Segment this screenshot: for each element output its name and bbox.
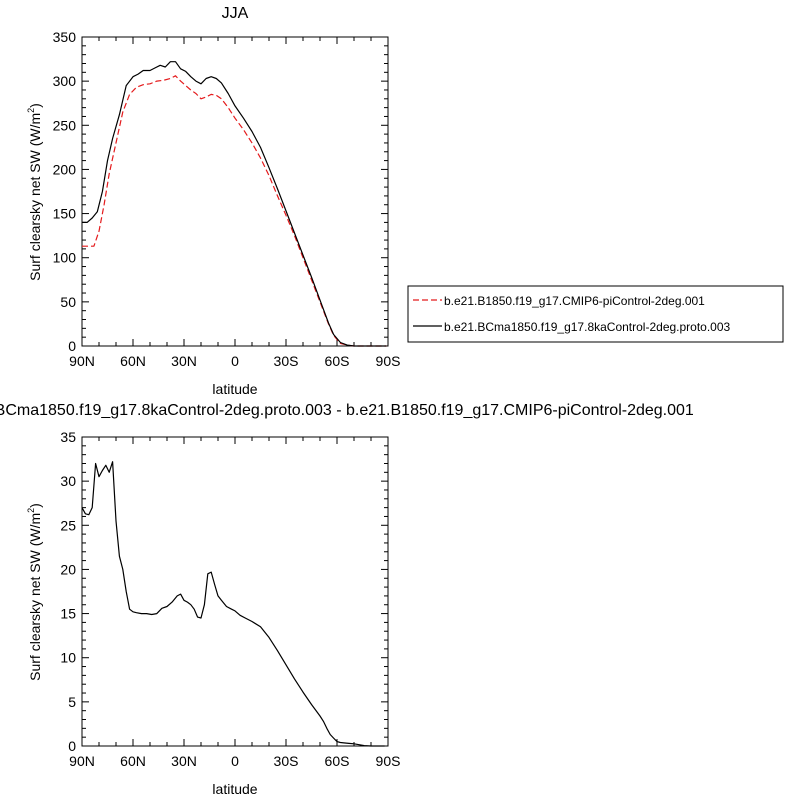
top-panel: JJA 0 50 100 150 200 250 300 350 90N 60N 30N 0 30S 60…: [26, 5, 400, 397]
bottom-y-axis-title-main: Surf clearsky net SW (W/m: [27, 513, 43, 681]
top-y-tick-label: 100: [53, 250, 77, 266]
legend-box: [407, 285, 784, 343]
bottom-plot-area: 0 5 10 15 20 25 30 35 90N 60N 30N 0 30S 60S 90S: [60, 429, 400, 769]
top-chart-title: JJA: [222, 5, 249, 22]
top-series-line-0: [82, 75, 387, 347]
bottom-chart-title: b.e21.BCma1850.f19_g17.8kaControl-2deg.p…: [0, 402, 694, 419]
bottom-y-tick-label: 20: [60, 561, 76, 577]
bottom-x-tick-label: 0: [231, 753, 239, 769]
top-plot-area: 0 50 100 150 200 250 300 350 90N 60N 30N 0 30S 60S 90S: [53, 29, 401, 369]
bottom-y-axis-title: Surf clearsky net SW (W/m2): [26, 503, 43, 681]
top-x-tick-label: 90N: [69, 353, 95, 369]
bottom-x-tick-label: 30N: [171, 753, 197, 769]
top-x-tick-label: 90S: [376, 353, 401, 369]
bottom-y-tick-label: 35: [60, 429, 76, 445]
bottom-plot-frame: [81, 436, 389, 747]
top-x-tick-label: 60S: [325, 353, 350, 369]
top-x-axis-title: latitude: [212, 381, 257, 397]
bottom-y-tick-label: 30: [60, 473, 76, 489]
bottom-y-tick-label: 5: [68, 694, 76, 710]
legend-label-8kaControl: b.e21.BCma1850.f19_g17.8kaControl-2deg.p…: [444, 320, 731, 334]
bottom-x-tick-label: 90S: [376, 753, 401, 769]
top-y-axis-title: Surf clearsky net SW (W/m2): [26, 103, 43, 281]
top-y-axis-title-main: Surf clearsky net SW (W/m: [27, 113, 43, 281]
top-x-tick-label: 30N: [171, 353, 197, 369]
bottom-y-tick-label: 10: [60, 650, 76, 666]
bottom-y-tick-label: 25: [60, 517, 76, 533]
top-y-axis-title-sup: 2: [26, 108, 36, 113]
bottom-y-tick-label: 0: [68, 738, 76, 754]
top-y-tick-label: 50: [60, 294, 76, 310]
legend: b.e21.B1850.f19_g17.CMIP6-piControl-2deg…: [407, 285, 784, 343]
bottom-x-tick-label: 60N: [120, 753, 146, 769]
bottom-y-axis-title-end: ): [27, 503, 43, 508]
top-y-tick-label: 0: [68, 338, 76, 354]
bottom-panel: b.e21.BCma1850.f19_g17.8kaControl-2deg.p…: [0, 402, 694, 797]
top-y-tick-label: 300: [53, 73, 77, 89]
top-y-tick-label: 350: [53, 29, 77, 45]
top-x-tick-label: 60N: [120, 353, 146, 369]
top-x-tick-label: 0: [231, 353, 239, 369]
bottom-y-axis-title-sup: 2: [26, 508, 36, 513]
bottom-y-tick-label: 15: [60, 606, 76, 622]
top-x-tick-label: 30S: [274, 353, 299, 369]
legend-label-piControl: b.e21.B1850.f19_g17.CMIP6-piControl-2deg…: [444, 294, 705, 308]
bottom-x-axis-title: latitude: [212, 781, 257, 797]
bottom-x-tick-label: 60S: [325, 753, 350, 769]
top-y-tick-label: 200: [53, 161, 77, 177]
bottom-series-line-0: [81, 461, 385, 747]
top-y-tick-label: 250: [53, 117, 77, 133]
top-y-tick-label: 150: [53, 206, 77, 222]
bottom-x-tick-label: 30S: [274, 753, 299, 769]
top-series-line-1: [82, 61, 387, 347]
bottom-x-tick-label: 90N: [69, 753, 95, 769]
top-y-axis-title-end: ): [27, 103, 43, 108]
